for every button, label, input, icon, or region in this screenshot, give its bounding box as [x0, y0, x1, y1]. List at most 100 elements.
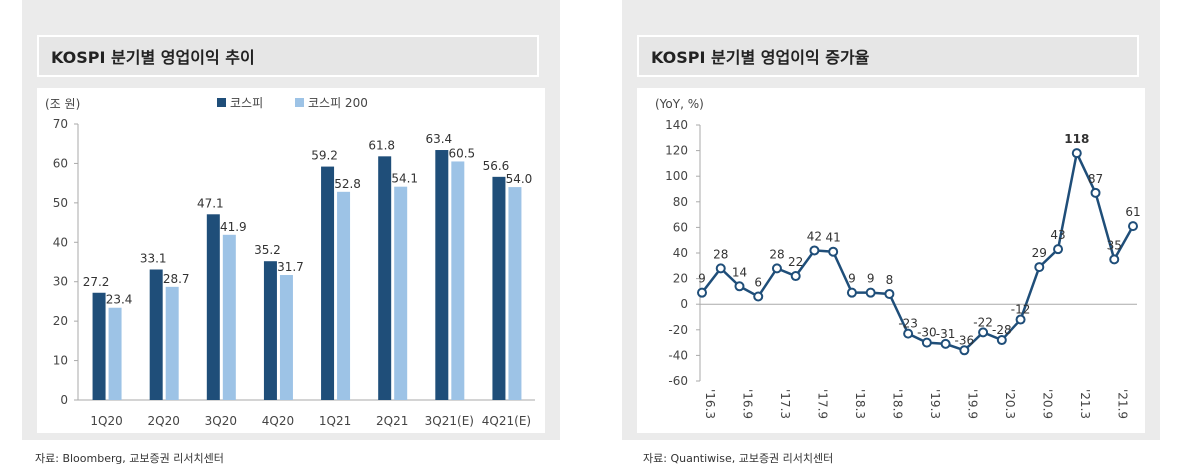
x-tick-label: '18.3: [853, 389, 867, 419]
bar: [263, 261, 277, 400]
data-point: [734, 281, 745, 292]
chart-title: KOSPI 분기별 영업이익 추이: [37, 35, 539, 77]
data-point: [1109, 254, 1120, 265]
y-tick-label: 20: [673, 272, 688, 286]
data-label: 59.2: [311, 149, 338, 163]
data-label: 61.8: [368, 138, 395, 152]
left-panel: KOSPI 분기별 영업이익 추이 (조 원) 0 10 20 30 40 50 60 70 코스…: [22, 0, 560, 440]
data-label: 41.9: [220, 220, 247, 234]
y-axis-label: (YoY, %): [655, 97, 704, 111]
data-point: [865, 287, 876, 298]
data-label: 35: [1107, 238, 1122, 252]
data-point: [1053, 244, 1064, 255]
bar: [165, 286, 179, 400]
x-tick-label: '21.9: [1115, 389, 1129, 419]
data-label: 54.1: [391, 172, 418, 186]
data-point: [1128, 221, 1138, 232]
data-label: 60.5: [448, 146, 475, 160]
y-tick-label: 120: [665, 144, 688, 158]
data-label: 87: [1088, 172, 1103, 186]
bar: [108, 307, 122, 400]
data-label: 33.1: [140, 251, 167, 265]
legend-label: 코스피: [230, 96, 263, 110]
legend-swatch: [217, 98, 226, 107]
data-point: [1071, 148, 1082, 159]
data-label: -31: [936, 327, 956, 341]
bar: [321, 166, 335, 400]
x-tick-label: '19.3: [928, 389, 942, 419]
data-label: 54.0: [506, 172, 533, 186]
line-chart: (YoY, %) -60 -40 -20 0 20 40 60 80 100 120 140 '16.3…: [655, 97, 1141, 419]
data-point: [940, 338, 951, 349]
y-tick-label: 70: [53, 117, 68, 131]
data-label: -12: [1011, 303, 1031, 317]
line-chart-area: (YoY, %) -60 -40 -20 0 20 40 60 80 100 120 140 '16.3…: [637, 88, 1145, 433]
x-tick-label: '19.9: [965, 389, 979, 419]
data-point: [1090, 187, 1101, 198]
bar-chart-area: (조 원) 0 10 20 30 40 50 60 70 코스피 코스피 200 1Q20 27.2 23…: [37, 88, 545, 433]
y-tick-label: -20: [668, 323, 688, 337]
data-label: 63.4: [425, 132, 452, 146]
bar: [508, 187, 522, 400]
y-tick-label: 60: [673, 220, 688, 234]
data-label: 9: [698, 272, 706, 286]
data-point: [846, 287, 857, 298]
data-label: 28: [713, 247, 728, 261]
bar: [206, 214, 220, 400]
x-tick-label: '16.9: [740, 389, 754, 419]
data-label: 9: [848, 272, 856, 286]
data-label: 41: [826, 231, 841, 245]
x-tick-label: 2Q21: [376, 414, 408, 428]
x-tick-label: '16.3: [703, 389, 717, 419]
data-label: 56.6: [483, 159, 510, 173]
bar: [451, 161, 465, 400]
bar: [492, 176, 506, 400]
data-point: [978, 327, 989, 338]
bar: [394, 186, 408, 400]
data-label: -22: [973, 315, 993, 329]
y-tick-label: -60: [668, 374, 688, 388]
data-label: 47.1: [197, 196, 224, 210]
x-tick-label: '20.3: [1003, 389, 1017, 419]
right-panel: KOSPI 분기별 영업이익 증가율 (YoY, %) -60 -40 -20 0 20 4…: [622, 0, 1160, 440]
x-tick-label: 1Q20: [90, 414, 122, 428]
data-label: 14: [732, 265, 747, 279]
bar: [222, 234, 236, 400]
y-tick-label: 20: [53, 314, 68, 328]
data-point: [1015, 314, 1026, 325]
bar-chart: (조 원) 0 10 20 30 40 50 60 70 코스피 코스피 200 1Q20 27.2 23…: [45, 96, 535, 428]
data-label: 43: [1050, 228, 1065, 242]
bar: [279, 275, 293, 400]
data-label: -36: [955, 333, 975, 347]
data-point: [828, 246, 839, 257]
bar: [149, 269, 163, 400]
data-label: 35.2: [254, 243, 281, 257]
data-label: -23: [898, 317, 918, 331]
bar: [378, 156, 392, 400]
data-point: [959, 345, 970, 356]
x-tick-label: '17.3: [778, 389, 792, 419]
data-point: [771, 263, 782, 274]
data-label: 8: [886, 273, 894, 287]
data-label: 27.2: [83, 275, 110, 289]
x-tick-label: 1Q21: [319, 414, 351, 428]
x-tick-label: '21.3: [1078, 389, 1092, 419]
bar: [92, 292, 106, 400]
data-label: 42: [807, 229, 822, 243]
data-label: -28: [992, 323, 1012, 337]
data-point: [884, 288, 895, 299]
legend-label: 코스피 200: [308, 96, 368, 110]
y-tick-label: 60: [53, 156, 68, 170]
x-tick-label: 4Q21(E): [482, 414, 531, 428]
x-tick-label: '20.9: [1040, 389, 1054, 419]
y-tick-label: 40: [673, 246, 688, 260]
y-tick-label: 100: [665, 169, 688, 183]
chart-title: KOSPI 분기별 영업이익 증가율: [637, 35, 1139, 77]
legend-swatch: [295, 98, 304, 107]
y-tick-label: 30: [53, 275, 68, 289]
data-point: [809, 245, 820, 256]
x-tick-label: '17.9: [815, 389, 829, 419]
bar: [435, 150, 449, 400]
data-label: 6: [754, 276, 762, 290]
x-tick-label: 4Q20: [262, 414, 294, 428]
